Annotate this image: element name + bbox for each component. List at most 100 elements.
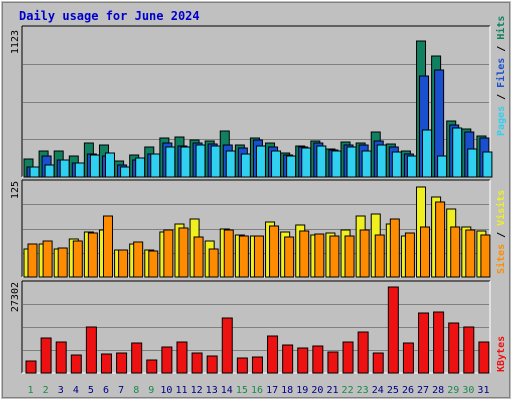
label-pages: Pages bbox=[496, 106, 507, 136]
bar-kbytes-day-4 bbox=[70, 354, 82, 374]
bar-pages-day-1 bbox=[29, 166, 40, 178]
bar-pages-day-30 bbox=[467, 148, 478, 178]
bar-kbytes-day-25 bbox=[387, 286, 399, 374]
x-tick-day-27: 27 bbox=[417, 385, 429, 396]
x-tick-day-16: 16 bbox=[251, 385, 263, 396]
x-tick-day-8: 8 bbox=[133, 385, 139, 396]
bar-kbytes-day-29 bbox=[448, 322, 460, 374]
x-tick-day-9: 9 bbox=[148, 385, 154, 396]
bar-kbytes-day-20 bbox=[312, 345, 324, 374]
bar-kbytes-day-30 bbox=[463, 326, 475, 374]
bar-pages-day-29 bbox=[452, 127, 463, 178]
bar-sites-day-29 bbox=[450, 226, 461, 278]
bar-pages-day-27 bbox=[422, 129, 433, 178]
bar-kbytes-day-11 bbox=[176, 341, 188, 374]
right-label-visits-panel: Sites / Visits bbox=[495, 190, 507, 274]
bar-pages-day-4 bbox=[74, 162, 85, 178]
bar-kbytes-day-15 bbox=[236, 357, 248, 374]
x-tick-day-10: 10 bbox=[160, 385, 172, 396]
x-tick-day-23: 23 bbox=[357, 385, 369, 396]
bar-pages-day-10 bbox=[165, 146, 176, 178]
bar-sites-day-30 bbox=[465, 229, 476, 278]
x-tick-day-7: 7 bbox=[118, 385, 124, 396]
bar-pages-day-20 bbox=[316, 145, 327, 178]
bar-kbytes-day-26 bbox=[402, 342, 414, 374]
bar-sites-day-12 bbox=[193, 236, 204, 278]
bar-sites-day-23 bbox=[359, 229, 370, 278]
bar-sites-day-1 bbox=[27, 243, 38, 278]
bar-kbytes-day-18 bbox=[282, 344, 294, 374]
label-hits: Hits bbox=[495, 16, 507, 40]
bar-pages-day-17 bbox=[271, 150, 282, 178]
x-tick-day-17: 17 bbox=[266, 385, 278, 396]
x-tick-day-26: 26 bbox=[402, 385, 414, 396]
right-series-labels: Pages / Files / Hits Sites / Visits KByt… bbox=[495, 16, 507, 372]
label-visits: Visits bbox=[495, 190, 507, 226]
bar-sites-day-20 bbox=[314, 233, 325, 278]
x-tick-day-18: 18 bbox=[281, 385, 293, 396]
bar-kbytes-day-1 bbox=[25, 360, 37, 374]
bar-kbytes-day-8 bbox=[131, 342, 143, 374]
bar-pages-day-19 bbox=[301, 147, 312, 178]
bar-pages-day-12 bbox=[195, 144, 206, 178]
bar-sites-day-6 bbox=[102, 215, 113, 278]
bar-kbytes-day-3 bbox=[55, 341, 67, 374]
bar-sites-day-2 bbox=[42, 240, 53, 278]
bar-kbytes-day-19 bbox=[297, 347, 309, 374]
bar-pages-day-28 bbox=[437, 155, 448, 178]
bar-pages-day-6 bbox=[104, 152, 115, 178]
bar-sites-day-25 bbox=[389, 218, 400, 278]
right-label-hits-panel: Pages / Files / Hits bbox=[495, 16, 507, 136]
x-tick-day-24: 24 bbox=[372, 385, 384, 396]
label-sites: Sites bbox=[495, 244, 507, 274]
x-tick-day-2: 2 bbox=[43, 385, 49, 396]
bar-sites-day-13 bbox=[208, 248, 219, 278]
bar-pages-day-14 bbox=[225, 150, 236, 178]
bar-pages-day-16 bbox=[255, 145, 266, 178]
bar-sites-day-4 bbox=[72, 240, 83, 278]
bar-sites-day-17 bbox=[269, 225, 280, 278]
bar-pages-day-21 bbox=[331, 150, 342, 178]
x-tick-day-28: 28 bbox=[432, 385, 444, 396]
x-tick-day-5: 5 bbox=[88, 385, 94, 396]
bar-kbytes-day-17 bbox=[267, 335, 279, 374]
bar-pages-day-7 bbox=[120, 166, 131, 178]
bar-sites-day-15 bbox=[238, 235, 249, 278]
bar-sites-day-31 bbox=[480, 234, 491, 278]
bar-kbytes-day-21 bbox=[327, 351, 339, 374]
bar-pages-day-23 bbox=[361, 150, 372, 178]
x-tick-day-30: 30 bbox=[462, 385, 474, 396]
bar-kbytes-day-24 bbox=[372, 352, 384, 374]
x-tick-day-15: 15 bbox=[236, 385, 248, 396]
bar-kbytes-day-10 bbox=[161, 346, 173, 374]
x-axis-day-labels: 1 2 3 4 5 6 7 8 9 10 11 12 13 14 15 16 17 18 19 20 21 22 23 24 2… bbox=[28, 385, 490, 396]
bar-pages-day-3 bbox=[59, 159, 70, 178]
bar-kbytes-day-13 bbox=[206, 355, 218, 374]
bar-sites-day-18 bbox=[284, 236, 295, 278]
bar-sites-day-8 bbox=[133, 241, 144, 278]
bar-pages-day-25 bbox=[391, 151, 402, 178]
x-tick-day-13: 13 bbox=[206, 385, 218, 396]
bar-kbytes-day-28 bbox=[433, 311, 445, 374]
bar-sites-day-24 bbox=[374, 234, 385, 278]
x-tick-day-12: 12 bbox=[191, 385, 203, 396]
x-tick-day-25: 25 bbox=[387, 385, 399, 396]
bar-pages-day-5 bbox=[89, 154, 100, 178]
bar-kbytes-day-14 bbox=[221, 317, 233, 374]
bar-kbytes-day-9 bbox=[146, 359, 158, 374]
bar-kbytes-day-16 bbox=[251, 356, 263, 374]
x-tick-day-6: 6 bbox=[103, 385, 109, 396]
bar-sites-day-26 bbox=[404, 232, 415, 278]
bar-pages-day-22 bbox=[346, 146, 357, 178]
bar-kbytes-day-22 bbox=[342, 341, 354, 374]
bar-sites-day-21 bbox=[329, 235, 340, 278]
bar-kbytes-day-2 bbox=[40, 337, 52, 374]
y-tick-visits: 125 bbox=[10, 181, 21, 199]
bar-pages-day-2 bbox=[44, 164, 55, 178]
bar-sites-day-5 bbox=[87, 232, 98, 278]
bar-sites-day-7 bbox=[118, 249, 129, 278]
bar-sites-day-3 bbox=[57, 247, 68, 278]
bar-kbytes-day-31 bbox=[478, 341, 490, 374]
bar-pages-day-24 bbox=[376, 144, 387, 178]
